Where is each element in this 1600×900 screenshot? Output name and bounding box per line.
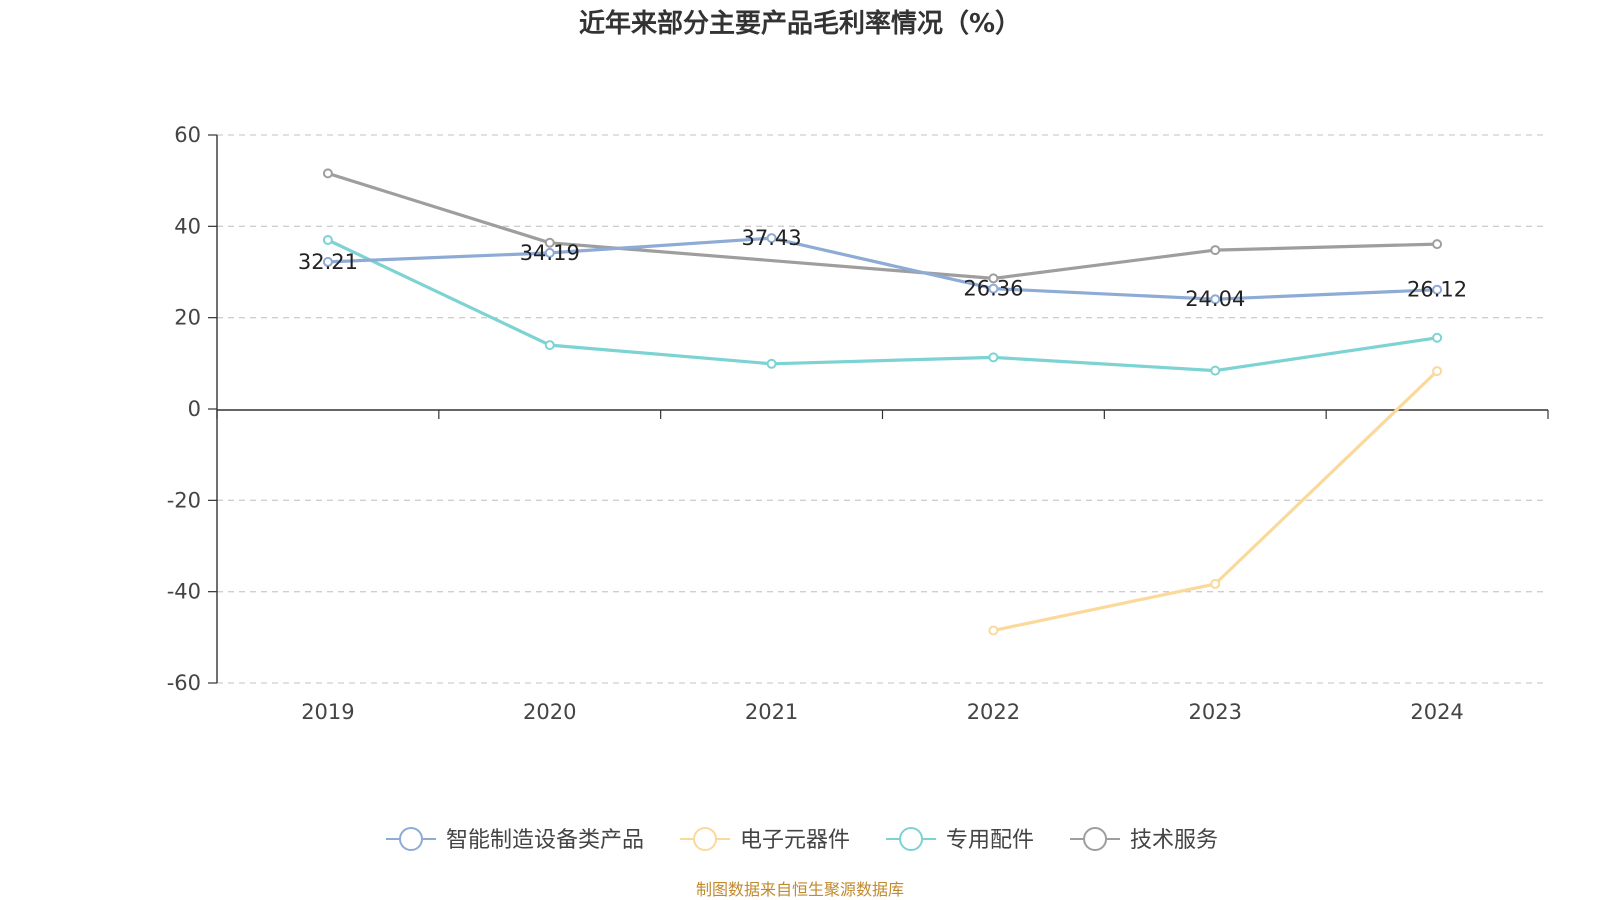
legend-item-0[interactable]: 智能制造设备类产品 (386, 827, 644, 853)
data-point-0-2024 (1432, 284, 1443, 295)
legend-marker-2 (899, 827, 924, 851)
data-label-0-2020: 34.19 (520, 241, 580, 265)
series-lines (322, 168, 1443, 636)
legend[interactable]: 智能制造设备类产品 电子元器件 专用配件 技术服务 (386, 827, 1218, 853)
legend-marker-3 (1083, 827, 1108, 851)
series-2 (322, 235, 1443, 376)
series-line-0 (327, 236, 1438, 301)
y-tick-label-5: -40 (167, 580, 201, 604)
x-tick-label-2023: 2023 (1189, 700, 1242, 724)
data-point-3-2022 (988, 273, 999, 284)
y-tick-label-3: 0 (188, 397, 201, 421)
y-tick-label-6: -60 (167, 671, 201, 695)
data-point-2-2022 (988, 352, 999, 363)
x-tick-label-2024: 2024 (1410, 700, 1463, 724)
data-point-3-2023 (1210, 245, 1221, 256)
legend-item-3[interactable]: 技术服务 (1070, 827, 1218, 853)
data-point-2-2019 (322, 235, 333, 246)
data-label-0-2024: 26.12 (1407, 278, 1467, 302)
legend-item-1[interactable]: 电子元器件 (680, 827, 850, 853)
series-0 (322, 233, 1443, 305)
data-label-0-2019: 32.21 (298, 250, 358, 274)
data-point-2-2023 (1210, 365, 1221, 376)
data-point-0-2022 (988, 283, 999, 294)
data-point-2-2024 (1432, 332, 1443, 343)
legend-label-0: 智能制造设备类产品 (446, 828, 644, 853)
data-point-2-2021 (766, 358, 777, 369)
data-point-1-2022 (988, 625, 999, 636)
data-label-0-2021: 37.43 (742, 226, 802, 250)
data-point-1-2024 (1432, 366, 1443, 377)
data-labels: 32.21 34.19 37.43 26.36 24.04 26.12 (298, 226, 1467, 311)
legend-label-3: 技术服务 (1130, 828, 1218, 853)
y-tick-label-4: -20 (167, 488, 201, 512)
data-point-0-2019 (322, 256, 333, 267)
data-point-3-2019 (322, 168, 333, 179)
y-tick-label-2: 20 (174, 306, 201, 330)
data-point-1-2023 (1210, 578, 1221, 589)
data-point-0-2023 (1210, 294, 1221, 305)
series-line-2 (327, 238, 1438, 373)
data-label-0-2023: 24.04 (1185, 287, 1245, 311)
series-1 (988, 366, 1443, 636)
y-tick-label-0: 60 (174, 123, 201, 147)
chart-title: 近年来部分主要产品毛利率情况（%） (579, 8, 1021, 39)
data-point-3-2020 (544, 237, 555, 248)
legend-marker-1 (693, 827, 718, 851)
axes: 60 40 20 0 -20 -40 -60 2019 2020 2021 2022 2023 2024 (167, 123, 1549, 724)
data-point-0-2021 (766, 233, 777, 244)
legend-label-1: 电子元器件 (740, 828, 850, 853)
x-tick-label-2020: 2020 (523, 700, 576, 724)
legend-label-2: 专用配件 (946, 828, 1034, 853)
y-tick-label-1: 40 (174, 214, 201, 238)
legend-item-2[interactable]: 专用配件 (886, 827, 1034, 853)
series-3 (322, 168, 1443, 284)
gridlines (217, 134, 1548, 684)
data-label-0-2022: 26.36 (963, 277, 1023, 301)
x-tick-label-2019: 2019 (301, 700, 354, 724)
x-tick-label-2022: 2022 (967, 700, 1020, 724)
data-point-0-2020 (544, 247, 555, 258)
legend-marker-0 (399, 827, 423, 851)
source-note: 制图数据来自恒生聚源数据库 (696, 880, 904, 899)
data-point-2-2020 (544, 340, 555, 351)
data-point-3-2024 (1432, 239, 1443, 250)
x-tick-label-2021: 2021 (745, 700, 798, 724)
